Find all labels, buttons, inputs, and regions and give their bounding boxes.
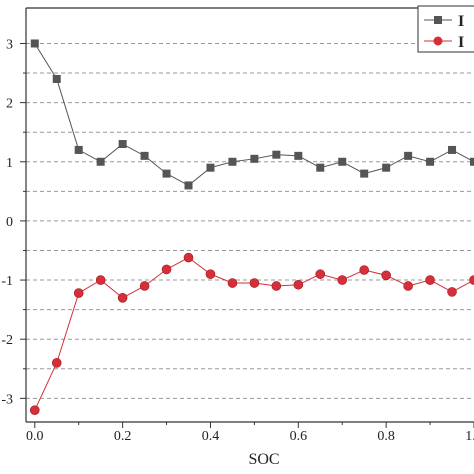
series-2-point bbox=[205, 269, 216, 279]
x-tick-label: 0.0 bbox=[26, 429, 44, 444]
series-2-point bbox=[161, 264, 172, 275]
series-1-point bbox=[206, 163, 215, 172]
series-1-point bbox=[382, 163, 391, 172]
series-2-point bbox=[293, 279, 304, 290]
y-tick-label: 1 bbox=[6, 156, 13, 171]
series-1-point bbox=[228, 157, 237, 166]
legend: II bbox=[417, 5, 474, 53]
series-1-point bbox=[30, 39, 39, 48]
y-tick-label: -3 bbox=[1, 392, 13, 407]
series-1-point bbox=[250, 154, 259, 163]
x-tick-label: 1.0 bbox=[465, 429, 474, 444]
series-1-point bbox=[294, 151, 303, 160]
series-1-point bbox=[360, 169, 369, 178]
series-1-point bbox=[404, 151, 413, 160]
series-2-point bbox=[73, 288, 84, 298]
series-2-point bbox=[29, 405, 40, 415]
series-1-point bbox=[448, 145, 457, 154]
series-1-point bbox=[162, 169, 171, 178]
series-2-point bbox=[337, 275, 348, 285]
series-2-point bbox=[381, 270, 391, 281]
series-2-point bbox=[271, 281, 282, 291]
x-tick-label: 0.4 bbox=[202, 429, 220, 444]
grid-lines bbox=[26, 42, 474, 399]
y-tick-label: 2 bbox=[6, 97, 13, 112]
legend-label: I bbox=[458, 34, 464, 51]
series-1-point bbox=[118, 140, 127, 149]
x-axis-title: SOC bbox=[248, 451, 279, 468]
y-tick-label: 0 bbox=[6, 215, 13, 230]
series-1-point bbox=[74, 145, 83, 154]
series-2-point bbox=[359, 265, 369, 275]
series-1-point bbox=[426, 157, 435, 166]
series-2-point bbox=[425, 275, 435, 285]
series-2-point bbox=[227, 278, 238, 288]
x-tick-label: 0.2 bbox=[114, 429, 132, 444]
series-2-point bbox=[139, 281, 150, 291]
series-2-point bbox=[403, 281, 413, 291]
y-tick-label: 3 bbox=[6, 37, 13, 52]
y-tick-label: -1 bbox=[1, 274, 13, 289]
series-layer bbox=[29, 39, 474, 415]
legend-marker-circle bbox=[433, 36, 443, 46]
series-2-point bbox=[117, 292, 128, 303]
series-2-point bbox=[51, 358, 62, 368]
series-1-point bbox=[52, 74, 61, 83]
y-tick-label: -2 bbox=[1, 333, 13, 348]
series-1-point bbox=[96, 157, 105, 166]
x-tick-label: 0.8 bbox=[377, 429, 395, 444]
series-2-point bbox=[315, 269, 326, 279]
legend-box bbox=[417, 5, 474, 53]
series-1-point bbox=[272, 150, 281, 159]
series-1-point bbox=[316, 163, 325, 172]
series-1-point bbox=[184, 181, 193, 190]
series-2-point bbox=[95, 275, 106, 285]
axes: -3 -2 -1 0 1 2 3 0.0 0.2 0.4 0.6 0.8 1.0 bbox=[1, 7, 474, 444]
series-1-point bbox=[338, 157, 347, 166]
series-1-point bbox=[470, 157, 474, 166]
series-2-point bbox=[249, 278, 260, 288]
x-tick-label: 0.6 bbox=[290, 429, 308, 444]
series-2-point bbox=[183, 252, 194, 263]
series-2-point bbox=[447, 287, 457, 297]
legend-marker-square bbox=[434, 16, 442, 24]
series-2-point bbox=[469, 275, 474, 285]
legend-label: I bbox=[458, 13, 464, 30]
series-1-point bbox=[140, 151, 149, 160]
